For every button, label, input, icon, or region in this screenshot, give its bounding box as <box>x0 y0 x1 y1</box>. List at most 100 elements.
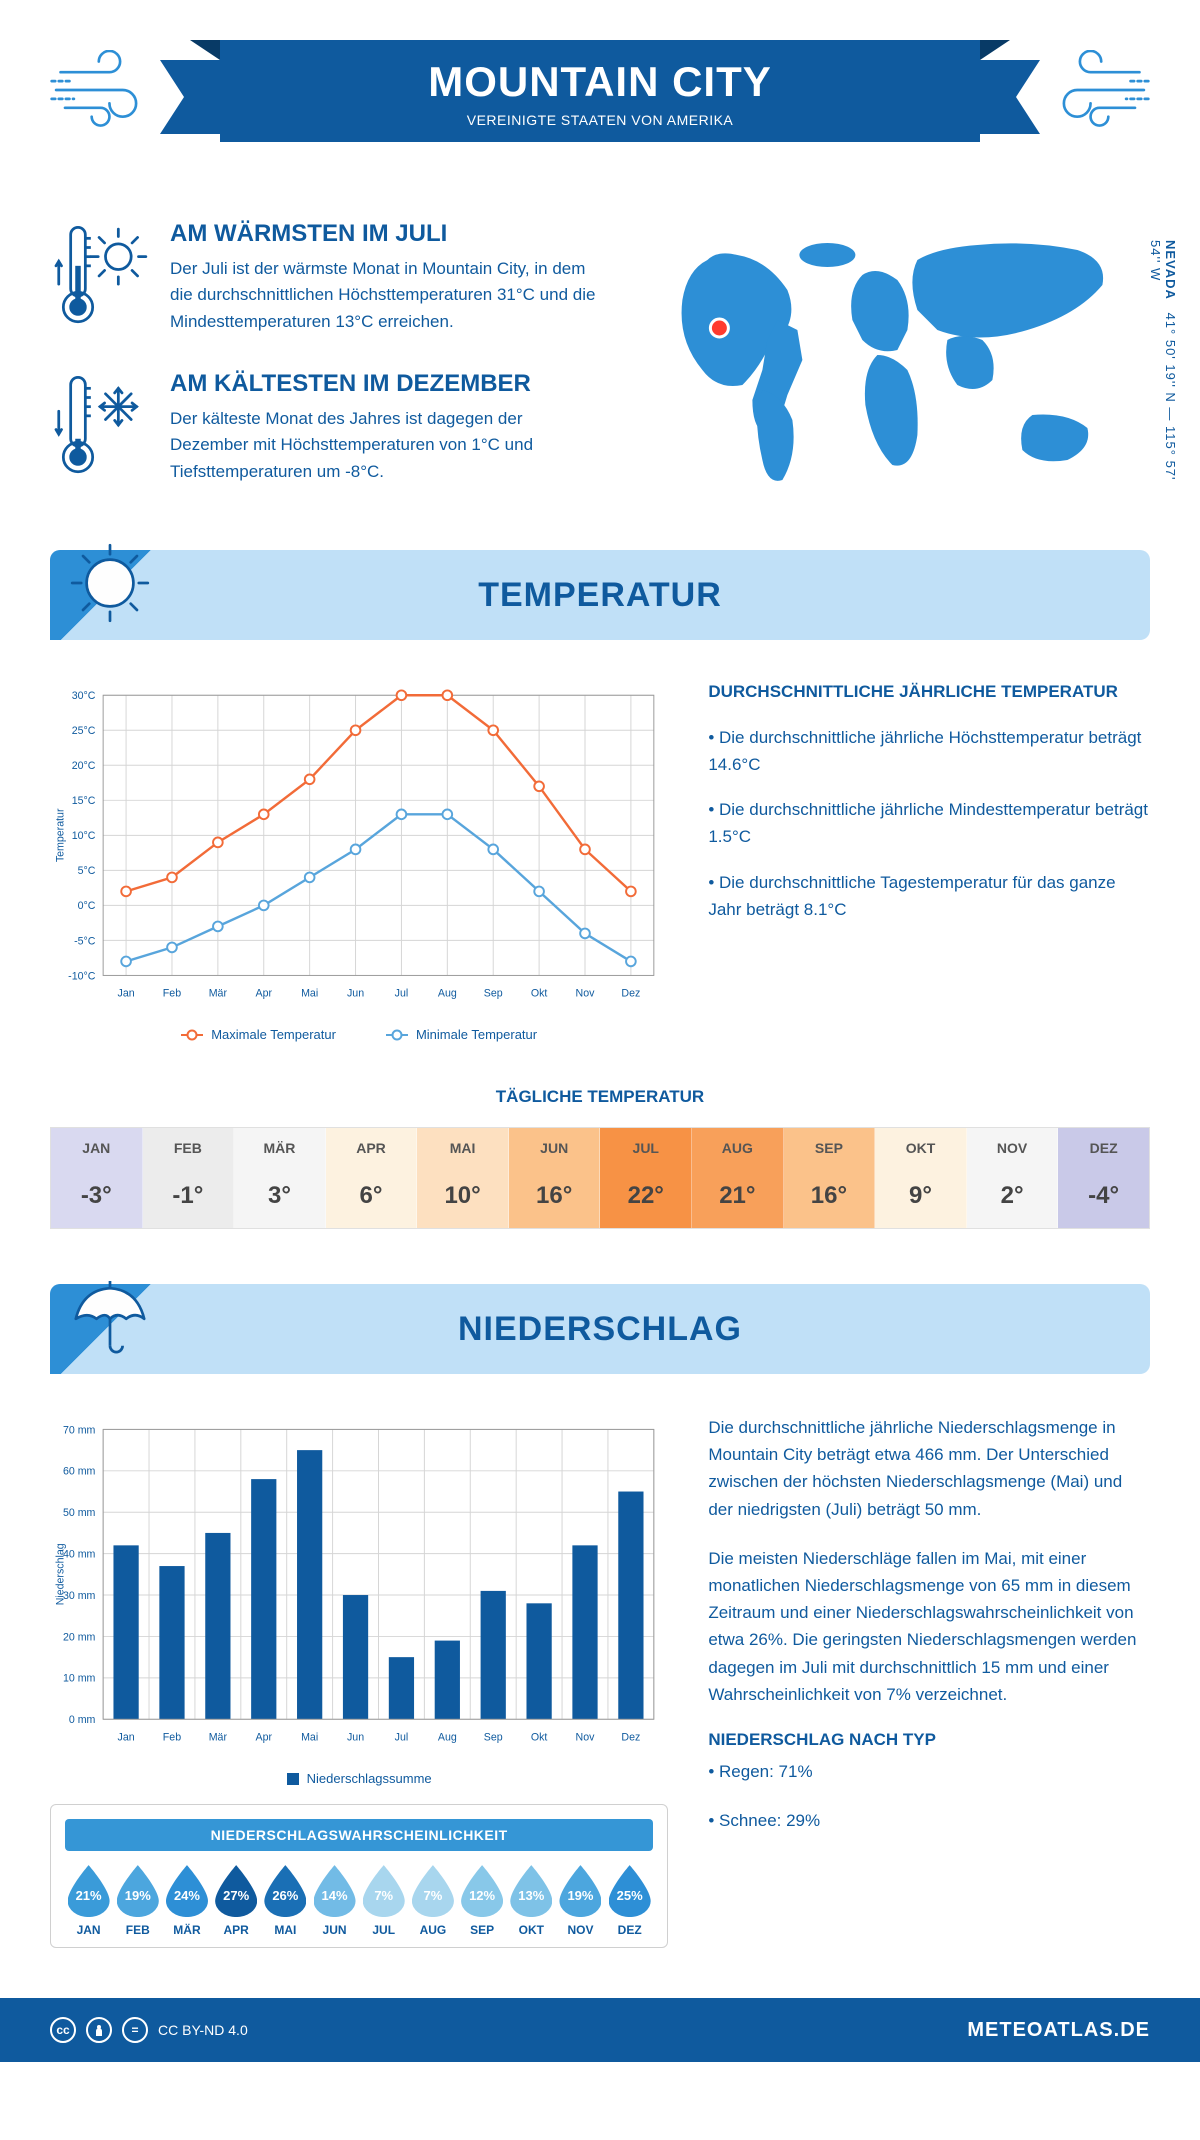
license-text: CC BY-ND 4.0 <box>158 2022 248 2038</box>
svg-text:40 mm: 40 mm <box>63 1549 96 1561</box>
daily-temp-cell: FEB-1° <box>143 1128 235 1228</box>
probability-title: NIEDERSCHLAGSWAHRSCHEINLICHKEIT <box>65 1819 653 1851</box>
wind-icon <box>1040 50 1150 130</box>
svg-text:25°C: 25°C <box>72 725 96 737</box>
svg-text:20°C: 20°C <box>72 760 96 772</box>
svg-text:Apr: Apr <box>256 988 273 1000</box>
site-name: METEOATLAS.DE <box>967 2019 1150 2042</box>
probability-drop: 7%AUG <box>409 1865 456 1937</box>
section-title: TEMPERATUR <box>478 576 722 615</box>
svg-text:30°C: 30°C <box>72 690 96 702</box>
svg-text:Feb: Feb <box>163 988 181 1000</box>
svg-text:Nov: Nov <box>576 988 596 1000</box>
precip-type-heading: NIEDERSCHLAG NACH TYP <box>708 1730 1150 1750</box>
daily-temp-cell: OKT9° <box>875 1128 967 1228</box>
daily-temp-cell: APR6° <box>326 1128 418 1228</box>
section-title: NIEDERSCHLAG <box>458 1310 742 1349</box>
daily-temp-title: TÄGLICHE TEMPERATUR <box>50 1087 1150 1107</box>
daily-temp-cell: MAI10° <box>417 1128 509 1228</box>
svg-text:30 mm: 30 mm <box>63 1590 96 1602</box>
svg-text:0 mm: 0 mm <box>69 1714 96 1726</box>
probability-drop: 25%DEZ <box>606 1865 653 1937</box>
thermometer-cold-icon <box>50 370 150 480</box>
cc-icon: cc <box>50 2017 76 2043</box>
warmest-text: Der Juli ist der wärmste Monat in Mounta… <box>170 256 605 335</box>
probability-drop: 19%NOV <box>557 1865 604 1937</box>
probability-drop: 14%JUN <box>311 1865 358 1937</box>
svg-text:60 mm: 60 mm <box>63 1466 96 1478</box>
probability-drop: 24%MÄR <box>163 1865 210 1937</box>
daily-temp-cell: JAN-3° <box>51 1128 143 1228</box>
sun-icon <box>65 538 155 628</box>
daily-temp-cell: JUL22° <box>600 1128 692 1228</box>
svg-text:-5°C: -5°C <box>74 935 96 947</box>
coordinates: NEVADA 41° 50' 19'' N — 115° 57' 54'' W <box>1148 240 1178 505</box>
svg-text:-10°C: -10°C <box>68 970 96 982</box>
svg-text:Temperatur: Temperatur <box>55 808 67 862</box>
temp-info-bullet: • Die durchschnittliche jährliche Mindes… <box>708 796 1150 850</box>
temperature-line-chart: -10°C -5°C 0°C 5°C 10°C 15°C 20°C 25°C 30°C Jan Fe… <box>50 680 668 1042</box>
page-subtitle: VEREINIGTE STAATEN VON AMERIKA <box>220 112 980 128</box>
svg-text:Okt: Okt <box>531 1732 548 1744</box>
svg-text:Mär: Mär <box>209 1732 228 1744</box>
probability-drop: 21%JAN <box>65 1865 112 1937</box>
svg-text:10 mm: 10 mm <box>63 1673 96 1685</box>
legend-precip: Niederschlagssumme <box>287 1771 432 1786</box>
by-icon <box>86 2017 112 2043</box>
nd-icon: = <box>122 2017 148 2043</box>
svg-text:70 mm: 70 mm <box>63 1424 96 1436</box>
probability-drop: 27%APR <box>213 1865 260 1937</box>
header: MOUNTAIN CITY VEREINIGTE STAATEN VON AME… <box>50 40 1150 180</box>
temp-info-bullet: • Die durchschnittliche Tagestemperatur … <box>708 869 1150 923</box>
svg-text:Okt: Okt <box>531 988 548 1000</box>
coldest-heading: AM KÄLTESTEN IM DEZEMBER <box>170 370 605 398</box>
section-temperature: TEMPERATUR <box>50 550 1150 640</box>
probability-drop: 13%OKT <box>508 1865 555 1937</box>
svg-text:50 mm: 50 mm <box>63 1507 96 1519</box>
thermometer-hot-icon <box>50 220 150 330</box>
svg-text:Aug: Aug <box>438 1732 457 1744</box>
warmest-summary: AM WÄRMSTEN IM JULI Der Juli ist der wär… <box>50 220 605 335</box>
svg-text:Jan: Jan <box>118 1732 135 1744</box>
svg-text:Niederschlag: Niederschlag <box>55 1543 67 1605</box>
world-map: NEVADA 41° 50' 19'' N — 115° 57' 54'' W <box>645 220 1150 505</box>
precip-type-bullet: • Schnee: 29% <box>708 1807 1150 1834</box>
svg-text:0°C: 0°C <box>78 900 96 912</box>
svg-text:20 mm: 20 mm <box>63 1631 96 1643</box>
wind-icon <box>50 50 160 130</box>
precip-type-bullet: • Regen: 71% <box>708 1758 1150 1785</box>
svg-text:Jul: Jul <box>395 1732 409 1744</box>
daily-temp-cell: NOV2° <box>967 1128 1059 1228</box>
svg-text:Mai: Mai <box>301 988 318 1000</box>
page-title: MOUNTAIN CITY <box>220 58 980 106</box>
title-ribbon: MOUNTAIN CITY VEREINIGTE STAATEN VON AME… <box>220 40 980 142</box>
svg-text:5°C: 5°C <box>78 865 96 877</box>
svg-text:Jun: Jun <box>347 988 364 1000</box>
svg-text:Mär: Mär <box>209 988 228 1000</box>
temp-info-heading: DURCHSCHNITTLICHE JÄHRLICHE TEMPERATUR <box>708 680 1150 704</box>
footer: cc = CC BY-ND 4.0 METEOATLAS.DE <box>0 1998 1200 2062</box>
svg-text:Jan: Jan <box>118 988 135 1000</box>
svg-text:Aug: Aug <box>438 988 457 1000</box>
probability-drop: 7%JUL <box>360 1865 407 1937</box>
precipitation-probability: NIEDERSCHLAGSWAHRSCHEINLICHKEIT 21%JAN19… <box>50 1804 668 1948</box>
svg-text:15°C: 15°C <box>72 795 96 807</box>
coldest-text: Der kälteste Monat des Jahres ist dagege… <box>170 406 605 485</box>
temp-info-bullet: • Die durchschnittliche jährliche Höchst… <box>708 724 1150 778</box>
svg-text:Nov: Nov <box>576 1732 596 1744</box>
umbrella-icon <box>65 1272 155 1362</box>
daily-temp-cell: AUG21° <box>692 1128 784 1228</box>
daily-temp-cell: JUN16° <box>509 1128 601 1228</box>
daily-temp-cell: DEZ-4° <box>1058 1128 1149 1228</box>
svg-text:Sep: Sep <box>484 1732 503 1744</box>
precip-paragraph-1: Die durchschnittliche jährliche Niedersc… <box>708 1414 1150 1523</box>
probability-drop: 19%FEB <box>114 1865 161 1937</box>
daily-temp-cell: MÄR3° <box>234 1128 326 1228</box>
location-marker <box>711 319 729 337</box>
daily-temp-table: JAN-3°FEB-1°MÄR3°APR6°MAI10°JUN16°JUL22°… <box>50 1127 1150 1229</box>
daily-temp-cell: SEP16° <box>784 1128 876 1228</box>
svg-text:Feb: Feb <box>163 1732 181 1744</box>
svg-text:10°C: 10°C <box>72 830 96 842</box>
probability-drop: 26%MAI <box>262 1865 309 1937</box>
warmest-heading: AM WÄRMSTEN IM JULI <box>170 220 605 248</box>
